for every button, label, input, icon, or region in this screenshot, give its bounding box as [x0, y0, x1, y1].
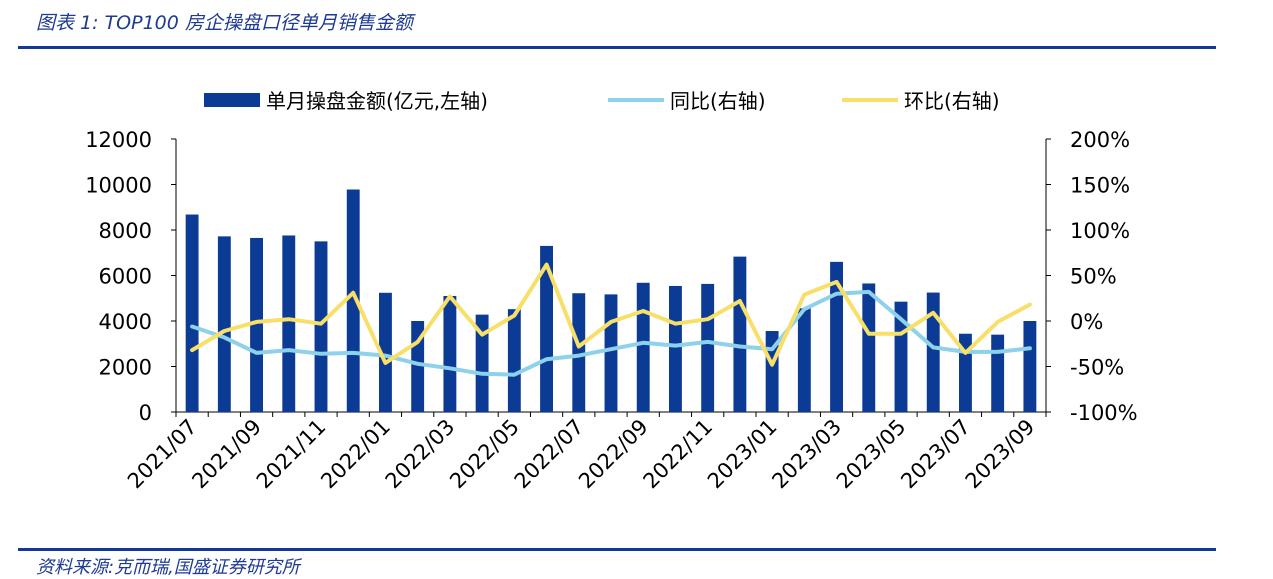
x-tick-label: 2021/09 — [187, 415, 266, 494]
bar — [669, 286, 682, 412]
x-tick-label: 2022/05 — [445, 415, 524, 494]
bar — [186, 215, 199, 412]
left-tick-label: 2000 — [99, 356, 152, 380]
left-tick-label: 8000 — [99, 219, 152, 243]
bar — [218, 236, 231, 412]
right-tick-label: -100% — [1070, 401, 1138, 425]
left-tick-label: 6000 — [99, 265, 152, 289]
legend-bar-label: 单月操盘金额(亿元,左轴) — [266, 89, 488, 113]
bottom-rule — [18, 548, 1216, 551]
bar — [798, 308, 811, 412]
x-tick-label: 2022/01 — [316, 415, 395, 494]
x-tick-label: 2022/09 — [574, 415, 653, 494]
x-tick-label: 2023/03 — [767, 415, 846, 494]
bar — [991, 335, 1004, 412]
x-tick-label: 2023/01 — [703, 415, 782, 494]
bar — [605, 294, 618, 412]
right-tick-label: 0% — [1070, 310, 1103, 334]
x-tick-label: 2021/07 — [123, 415, 202, 494]
right-tick-label: 200% — [1070, 128, 1130, 152]
legend-bar-swatch — [204, 93, 260, 107]
x-tick-label: 2022/07 — [510, 415, 589, 494]
bar — [443, 296, 456, 412]
bar — [927, 293, 940, 412]
bar — [282, 235, 295, 412]
x-tick-label: 2022/03 — [381, 415, 460, 494]
bar — [315, 241, 328, 412]
bar — [637, 283, 650, 412]
left-tick-label: 12000 — [85, 128, 152, 152]
x-tick-label: 2023/05 — [832, 415, 911, 494]
bar — [701, 284, 714, 412]
bar — [733, 257, 746, 412]
bar-series — [186, 190, 1037, 412]
right-tick-label: 50% — [1070, 265, 1117, 289]
x-tick-label: 2023/07 — [896, 415, 975, 494]
legend-yoy-label: 同比(右轴) — [670, 89, 766, 113]
legend-mom-label: 环比(右轴) — [904, 89, 1000, 113]
right-tick-label: 150% — [1070, 174, 1130, 198]
x-tick-label: 2023/09 — [961, 415, 1040, 494]
source-note: 资料来源:克而瑞,国盛证券研究所 — [36, 553, 300, 579]
left-tick-label: 0 — [139, 401, 152, 425]
x-tick-label: 2021/11 — [252, 415, 331, 494]
left-tick-label: 10000 — [85, 174, 152, 198]
bar — [572, 293, 585, 412]
bar — [1023, 321, 1036, 412]
right-tick-label: -50% — [1070, 356, 1124, 380]
legend: 单月操盘金额(亿元,左轴) 同比(右轴) 环比(右轴) — [204, 89, 1000, 113]
x-tick-label: 2022/11 — [639, 415, 718, 494]
bar — [508, 309, 521, 412]
bar — [862, 283, 875, 412]
left-tick-label: 4000 — [99, 310, 152, 334]
right-tick-label: 100% — [1070, 219, 1130, 243]
